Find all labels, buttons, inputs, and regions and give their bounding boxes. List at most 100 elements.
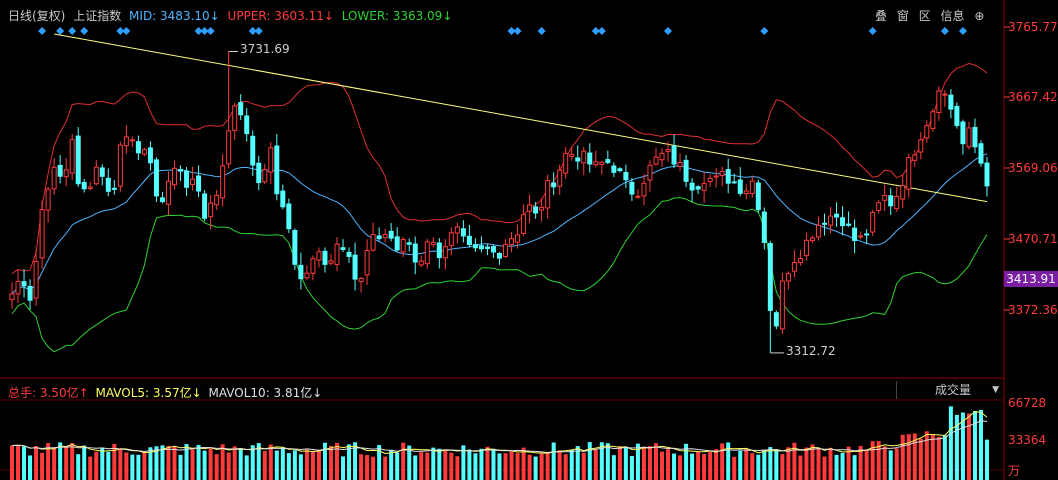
- candle-body: [99, 167, 105, 177]
- candle-body: [105, 177, 111, 192]
- volume-bar: [437, 448, 442, 480]
- volume-bar: [750, 453, 755, 480]
- zoom-icon[interactable]: ⊕: [974, 9, 985, 23]
- candle-body: [159, 197, 165, 203]
- candle-body: [803, 239, 809, 257]
- candle-body: [268, 147, 274, 173]
- candle-body: [611, 165, 617, 173]
- period-label[interactable]: 日线(复权): [8, 9, 66, 23]
- candle-body: [551, 182, 557, 188]
- chart-toolbar: 叠 窗 区 信息 ⊕: [872, 6, 987, 25]
- volume-bar: [581, 452, 586, 480]
- candle-body: [509, 238, 515, 246]
- volume-bar: [34, 445, 39, 480]
- candle-body: [412, 243, 418, 263]
- window-button[interactable]: 窗: [896, 9, 909, 23]
- volume-bar: [846, 446, 851, 480]
- candle-body: [178, 168, 184, 172]
- candle-body: [912, 154, 918, 161]
- candle-body: [238, 102, 244, 116]
- candle-body: [484, 246, 490, 249]
- volume-bar: [666, 449, 671, 480]
- volume-bar: [882, 446, 887, 480]
- volume-bar: [238, 448, 243, 480]
- volume-bar: [190, 449, 195, 480]
- candle-body: [725, 169, 731, 184]
- interval-button[interactable]: 区: [918, 9, 931, 23]
- volume-tick-1: 66728: [1008, 396, 1047, 410]
- signal-marker-icon: [80, 27, 89, 35]
- candle-body: [208, 202, 214, 218]
- candle-body: [936, 90, 942, 114]
- candle-body: [533, 206, 539, 214]
- chart-header: 日线(复权) 上证指数 MID: 3483.10↓ UPPER: 3603.11…: [8, 7, 456, 24]
- volume-bar: [401, 442, 406, 480]
- candle-body: [322, 250, 328, 265]
- candle-body: [81, 181, 87, 190]
- candle-body: [226, 130, 232, 165]
- volume-bar: [641, 446, 646, 480]
- volume-bar: [533, 456, 538, 480]
- volume-bar: [942, 435, 947, 480]
- candle-body: [755, 182, 761, 211]
- candle-body: [436, 242, 442, 259]
- candle-body: [394, 236, 400, 251]
- volume-bar: [545, 452, 550, 480]
- volume-bar: [118, 448, 123, 480]
- candle-body: [45, 188, 51, 211]
- lower-value: LOWER: 3363.09↓: [341, 9, 453, 23]
- candle-body: [250, 135, 256, 166]
- volume-bar: [900, 434, 905, 480]
- candle-body: [69, 139, 75, 174]
- volume-bar: [798, 455, 803, 480]
- volume-bar: [954, 414, 959, 480]
- candle-body: [605, 159, 611, 164]
- candle-body: [232, 105, 238, 131]
- candle-body: [689, 182, 695, 191]
- volume-bar: [786, 447, 791, 480]
- volume-bar: [870, 441, 875, 480]
- volume-bar: [611, 455, 616, 480]
- volume-bar: [918, 438, 923, 480]
- candle-body: [316, 251, 322, 261]
- volume-bar: [316, 449, 321, 480]
- signal-marker-icon: [68, 27, 77, 35]
- candle-body: [454, 226, 460, 234]
- volume-bar: [262, 450, 267, 480]
- candle-body: [942, 93, 948, 96]
- volume-bar: [286, 453, 291, 480]
- annotation-pointers: [228, 51, 784, 354]
- candle-body: [490, 246, 496, 253]
- volume-bar: [328, 445, 333, 480]
- indicator-select[interactable]: 成交量 ▼: [896, 381, 1005, 399]
- volume-bar: [569, 449, 574, 480]
- info-button[interactable]: 信息: [940, 9, 965, 23]
- candle-body: [894, 195, 900, 210]
- candle-body: [846, 223, 852, 226]
- candle-body: [63, 169, 69, 178]
- candle-body: [111, 187, 117, 190]
- candle-body: [665, 149, 671, 152]
- signal-marker-icon: [591, 27, 600, 35]
- volume-bar: [389, 449, 394, 480]
- candle-body: [599, 161, 605, 165]
- volume-bar: [22, 446, 27, 480]
- volume-bar: [732, 456, 737, 480]
- volume-bar: [46, 442, 51, 480]
- volume-bar: [304, 449, 309, 480]
- volume-bar: [672, 453, 677, 480]
- candle-body: [966, 127, 972, 148]
- volume-bar: [359, 454, 364, 480]
- candle-body: [948, 94, 954, 110]
- volume-bar: [64, 446, 69, 480]
- volume-bar: [106, 451, 111, 480]
- volume-bar: [744, 448, 749, 480]
- overlay-button[interactable]: 叠: [875, 9, 888, 23]
- candle-body: [9, 293, 15, 301]
- volume-bar: [473, 453, 478, 480]
- candle-body: [623, 172, 629, 181]
- candle-body: [340, 247, 346, 250]
- volume-bar: [425, 452, 430, 480]
- candle-body: [858, 235, 864, 238]
